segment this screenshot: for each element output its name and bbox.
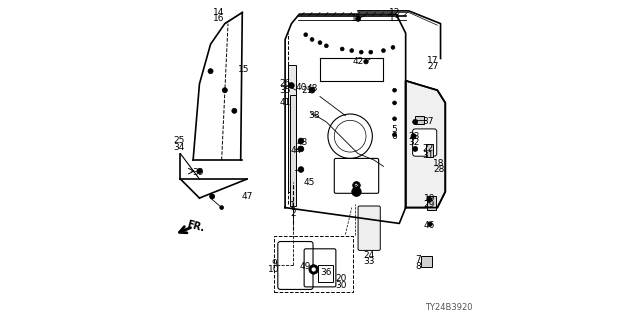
Circle shape (393, 133, 396, 137)
Text: 16: 16 (212, 14, 224, 23)
Circle shape (232, 108, 237, 113)
Text: 3: 3 (352, 182, 358, 191)
FancyBboxPatch shape (358, 206, 380, 251)
Circle shape (340, 47, 344, 51)
Text: 30: 30 (335, 281, 346, 290)
Text: 40: 40 (295, 83, 307, 92)
Text: 35: 35 (279, 86, 291, 95)
Circle shape (289, 83, 294, 88)
Circle shape (393, 88, 396, 92)
Text: 19: 19 (424, 194, 435, 203)
Text: 36: 36 (321, 268, 332, 277)
Text: 12: 12 (389, 8, 400, 17)
Text: 15: 15 (238, 65, 250, 74)
Text: 47: 47 (241, 192, 253, 201)
Text: 38: 38 (308, 111, 319, 120)
Circle shape (428, 222, 432, 226)
Text: 11: 11 (351, 14, 362, 23)
Text: 6: 6 (392, 132, 397, 141)
Circle shape (353, 181, 360, 189)
Circle shape (208, 69, 213, 74)
Circle shape (359, 50, 363, 54)
Text: 33: 33 (364, 257, 375, 266)
Circle shape (391, 45, 395, 49)
Text: 41: 41 (280, 99, 291, 108)
Circle shape (324, 44, 328, 48)
Text: 29: 29 (424, 200, 435, 209)
Circle shape (393, 101, 396, 105)
Text: 46: 46 (424, 220, 435, 229)
Circle shape (427, 197, 432, 202)
Circle shape (220, 206, 223, 210)
Circle shape (350, 49, 354, 52)
FancyBboxPatch shape (290, 95, 296, 206)
Text: 27: 27 (427, 62, 438, 71)
Text: 22: 22 (422, 144, 433, 153)
Text: 31: 31 (422, 151, 434, 160)
Text: 9: 9 (271, 259, 277, 268)
Text: 21: 21 (301, 86, 313, 95)
Circle shape (222, 88, 227, 93)
FancyBboxPatch shape (426, 143, 433, 157)
Text: 37: 37 (422, 117, 434, 126)
Text: 49: 49 (300, 262, 312, 271)
Circle shape (309, 87, 315, 93)
Text: 32: 32 (408, 138, 419, 147)
Text: 18: 18 (433, 159, 445, 168)
Circle shape (298, 146, 304, 152)
Circle shape (210, 194, 214, 199)
FancyBboxPatch shape (421, 256, 431, 267)
Text: 45: 45 (303, 178, 315, 187)
FancyBboxPatch shape (288, 65, 296, 192)
Text: 14: 14 (213, 8, 224, 17)
Polygon shape (406, 81, 445, 208)
Text: 48: 48 (307, 84, 317, 93)
Circle shape (381, 49, 385, 52)
Text: FR.: FR. (185, 220, 205, 234)
Text: 43: 43 (297, 138, 308, 147)
Text: 44: 44 (291, 146, 302, 155)
Circle shape (311, 267, 316, 272)
Circle shape (310, 37, 314, 41)
Text: 26: 26 (280, 79, 291, 88)
Text: 42: 42 (353, 57, 364, 66)
FancyBboxPatch shape (413, 129, 436, 156)
Text: 23: 23 (408, 132, 419, 141)
FancyBboxPatch shape (428, 196, 436, 210)
Circle shape (197, 169, 202, 174)
Circle shape (413, 146, 418, 151)
Text: 25: 25 (173, 136, 184, 146)
Circle shape (298, 138, 304, 144)
FancyBboxPatch shape (415, 116, 424, 124)
Circle shape (355, 183, 358, 187)
Text: 17: 17 (427, 56, 438, 65)
Circle shape (369, 50, 372, 54)
Circle shape (304, 33, 308, 36)
Text: 39: 39 (192, 168, 204, 177)
Circle shape (318, 41, 322, 44)
Text: 8: 8 (415, 262, 421, 271)
Circle shape (413, 119, 418, 124)
Circle shape (393, 117, 396, 121)
Circle shape (298, 167, 304, 172)
Text: 13: 13 (388, 14, 400, 23)
Text: 24: 24 (364, 251, 375, 260)
Circle shape (364, 60, 368, 64)
Circle shape (411, 134, 416, 139)
Text: 20: 20 (335, 275, 346, 284)
Circle shape (352, 187, 361, 196)
Text: 2: 2 (290, 209, 296, 219)
Circle shape (356, 16, 360, 21)
Text: TY24B3920: TY24B3920 (425, 303, 472, 312)
Text: 28: 28 (433, 165, 445, 174)
Text: 4: 4 (352, 189, 358, 198)
Text: 1: 1 (290, 202, 296, 211)
Text: 7: 7 (415, 255, 421, 264)
Text: 10: 10 (268, 265, 280, 274)
Circle shape (309, 265, 319, 274)
Text: 5: 5 (392, 125, 397, 134)
Text: 34: 34 (173, 143, 184, 152)
